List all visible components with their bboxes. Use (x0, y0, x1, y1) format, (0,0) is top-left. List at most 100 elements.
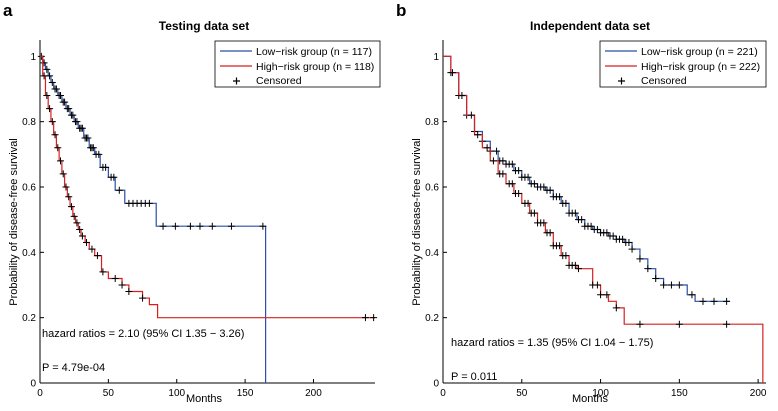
high-risk-censored-mark (489, 157, 497, 165)
high-risk-censored-mark (562, 252, 570, 260)
high-risk-censored-mark (603, 291, 611, 299)
legend-censored-marker-b (618, 77, 625, 85)
high-risk-censored-mark (597, 291, 605, 299)
low-risk-censored-mark (159, 222, 167, 230)
low-risk-censored-mark (675, 281, 683, 289)
high-risk-censored-mark (48, 118, 56, 126)
low-risk-censored-mark (40, 59, 48, 67)
low-risk-censored-mark (644, 265, 652, 273)
x-tick-label: 50 (103, 388, 115, 399)
high-risk-censored-mark (474, 131, 482, 139)
high-risk-censored-mark (546, 229, 554, 237)
low-risk-censored-mark (619, 235, 627, 243)
low-risk-censored-mark (52, 85, 60, 93)
low-risk-censored-mark (89, 144, 97, 152)
x-tick-label: 200 (305, 388, 322, 399)
low-risk-censored-mark (95, 150, 103, 158)
y-tick-label: 0.6 (425, 183, 439, 194)
legend-high-risk-label-a: High−risk group (n = 118) (256, 61, 374, 73)
high-risk-censored-mark (483, 144, 491, 152)
high-risk-censored-mark (530, 209, 538, 217)
low-risk-censored-mark (227, 222, 235, 230)
high-risk-censored-mark (636, 320, 644, 328)
high-risk-censored-mark (51, 131, 59, 139)
low-risk-censored-mark (628, 245, 636, 253)
low-risk-censored-mark (186, 222, 194, 230)
low-risk-censored-mark (110, 173, 118, 181)
high-risk-censored-mark (499, 170, 507, 178)
y-tick-label: 1 (433, 52, 439, 63)
high-risk-censored-mark (46, 105, 54, 113)
low-risk-censored-mark (723, 297, 731, 305)
low-risk-censored-mark (710, 297, 718, 305)
high-risk-censored-mark (82, 239, 90, 247)
low-risk-censored-mark (102, 163, 110, 171)
y-tick-label: 0 (30, 379, 36, 390)
high-risk-censored-mark (67, 203, 75, 211)
low-risk-censored-mark (171, 222, 179, 230)
x-tick-label: 150 (671, 388, 688, 399)
legend-box-b (599, 40, 767, 88)
low-risk-censored-mark (259, 222, 267, 230)
p-value-text-b: P = 0.011 (451, 371, 497, 383)
y-tick-label: 0.2 (425, 313, 439, 324)
low-risk-censored-mark (78, 124, 86, 132)
y-tick-label: 0.8 (22, 117, 36, 128)
low-risk-censored-mark (515, 167, 523, 175)
p-value-text-a: P = 4.79e-04 (42, 362, 105, 374)
low-risk-censored-mark (578, 216, 586, 224)
low-risk-censored-mark (48, 78, 56, 86)
low-risk-censored-mark (667, 281, 675, 289)
high-risk-censored-mark (675, 320, 683, 328)
y-axis-label-b: Probability of disease-free survival (411, 138, 423, 306)
low-risk-censored-mark (508, 160, 516, 168)
low-risk-censored-mark (546, 186, 554, 194)
x-axis-label-b: Months (572, 393, 609, 405)
low-risk-censored-mark (688, 291, 696, 299)
panel-letter-a: a (3, 1, 13, 20)
high-risk-survival-curve (443, 55, 764, 383)
high-risk-censored-mark (62, 183, 70, 191)
panel-a: a Testing data set Months Probability of… (3, 1, 381, 405)
low-risk-censored-mark (660, 281, 668, 289)
x-tick-label: 200 (750, 388, 767, 399)
chart-title-b: Independent data set (530, 19, 650, 33)
x-tick-label: 150 (237, 388, 254, 399)
high-risk-censored-mark (467, 111, 475, 119)
low-risk-censored-mark (699, 297, 707, 305)
low-risk-censored-mark (530, 180, 538, 188)
high-risk-survival-curve (40, 55, 375, 319)
high-risk-censored-mark (93, 252, 101, 260)
low-risk-censored-mark (196, 222, 204, 230)
legend-box-a (214, 40, 381, 88)
plot-area-b: 0 50 100 150 200 0 0.2 0.4 0.6 0.8 1 (425, 40, 767, 399)
low-risk-censored-mark (625, 239, 633, 247)
low-risk-censored-mark (609, 232, 617, 240)
chart-title-a: Testing data set (159, 19, 249, 33)
high-risk-censored-mark (139, 294, 147, 302)
y-tick-label: 0.8 (425, 117, 439, 128)
high-risk-censored-mark (57, 157, 65, 165)
low-risk-censored-mark (571, 209, 579, 217)
low-risk-censored-mark (556, 193, 564, 201)
high-risk-censored-mark (88, 245, 96, 253)
high-risk-censored-mark (65, 193, 73, 201)
low-risk-censored-mark (115, 186, 123, 194)
legend-b: Low−risk group (n = 221) High−risk group… (599, 40, 767, 88)
high-risk-censored-mark (612, 304, 620, 312)
high-risk-censored-mark (571, 261, 579, 269)
low-risk-censored-mark (43, 65, 51, 73)
x-tick-label: 0 (37, 388, 43, 399)
high-risk-censored-mark (370, 314, 378, 322)
low-risk-censored-mark (540, 183, 548, 191)
low-risk-censored-mark (65, 105, 73, 113)
y-tick-label: 0.6 (22, 183, 36, 194)
high-risk-censored-mark (448, 69, 456, 77)
high-risk-censored-mark (43, 92, 51, 100)
high-risk-censored-mark (508, 180, 516, 188)
low-risk-censored-mark (524, 173, 532, 181)
y-tick-label: 1 (30, 52, 36, 63)
high-risk-censored-mark (540, 219, 548, 227)
hazard-ratio-text-a: hazard ratios = 2.10 (95% CI 1.35 − 3.26… (42, 328, 244, 340)
